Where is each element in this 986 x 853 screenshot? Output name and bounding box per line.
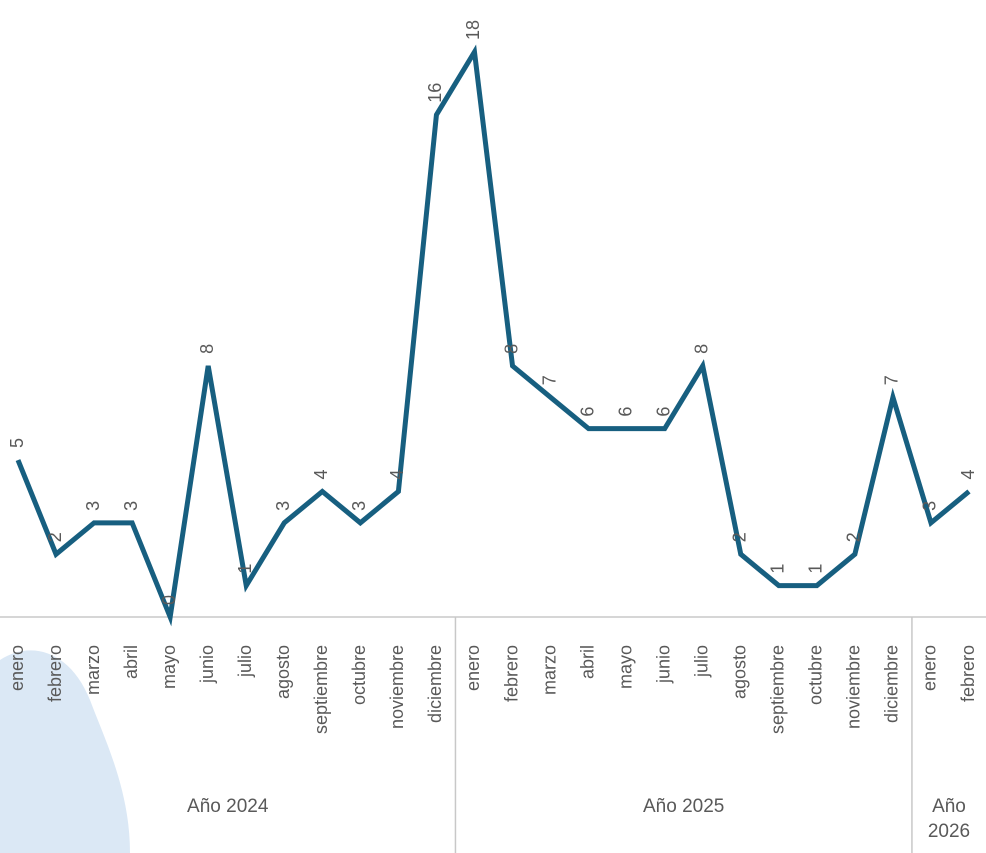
- data-label: 7: [539, 375, 559, 385]
- x-tick-label: enero: [463, 645, 483, 691]
- data-label: 4: [958, 469, 978, 479]
- data-label: 2: [844, 532, 864, 542]
- data-label: 4: [311, 469, 331, 479]
- x-tick-label: mayo: [159, 645, 179, 689]
- x-tick-label: diciembre: [425, 645, 445, 723]
- x-tick-label: agosto: [273, 645, 293, 699]
- data-label: 3: [83, 501, 103, 511]
- x-tick-label: diciembre: [882, 645, 902, 723]
- data-label: 3: [349, 501, 369, 511]
- x-tick-label: julio: [235, 645, 255, 678]
- data-label: 6: [577, 407, 597, 417]
- data-label: 6: [615, 407, 635, 417]
- group-label: Año 2026: [919, 794, 979, 844]
- data-label: 4: [387, 469, 407, 479]
- data-label: 2: [45, 532, 65, 542]
- x-tick-label: marzo: [539, 645, 559, 695]
- data-label: 18: [463, 20, 483, 40]
- data-label: 8: [501, 344, 521, 354]
- x-tick-label: febrero: [45, 645, 65, 702]
- x-tick-label: mayo: [615, 645, 635, 689]
- x-tick-label: septiembre: [768, 645, 788, 734]
- data-label: 3: [121, 501, 141, 511]
- data-label: 1: [768, 564, 788, 574]
- x-tick-label: enero: [920, 645, 940, 691]
- x-tick-label: julio: [691, 645, 711, 678]
- x-tick-label: noviembre: [844, 645, 864, 729]
- data-label: 0: [159, 595, 179, 605]
- x-tick-label: enero: [7, 645, 27, 691]
- line: [18, 52, 969, 617]
- x-tick-label: junio: [653, 645, 673, 684]
- data-label: 2: [730, 532, 750, 542]
- data-label: 8: [197, 344, 217, 354]
- group-label: Año 2025: [455, 794, 911, 819]
- x-tick-label: marzo: [83, 645, 103, 695]
- data-label: 5: [7, 438, 27, 448]
- data-label: 3: [920, 501, 940, 511]
- x-tick-label: febrero: [501, 645, 521, 702]
- x-tick-label: abril: [577, 645, 597, 679]
- x-tick-label: abril: [121, 645, 141, 679]
- x-tick-label: febrero: [958, 645, 978, 702]
- x-tick-label: agosto: [730, 645, 750, 699]
- chart: enero febrero marzo abril mayo junio julio agos…: [0, 0, 986, 853]
- group-label: Año 2024: [0, 794, 455, 819]
- data-label: 16: [425, 83, 445, 103]
- page: enero febrero marzo abril mayo junio julio agos…: [0, 0, 986, 853]
- x-tick-label: noviembre: [387, 645, 407, 729]
- x-tick-label: octubre: [349, 645, 369, 705]
- data-label: 8: [691, 344, 711, 354]
- data-label: 1: [806, 564, 826, 574]
- data-label: 6: [653, 407, 673, 417]
- x-tick-label: octubre: [806, 645, 826, 705]
- x-tick-label: junio: [197, 645, 217, 684]
- data-label: 1: [235, 564, 255, 574]
- x-tick-label: septiembre: [311, 645, 331, 734]
- data-label: 3: [273, 501, 293, 511]
- data-label: 7: [882, 375, 902, 385]
